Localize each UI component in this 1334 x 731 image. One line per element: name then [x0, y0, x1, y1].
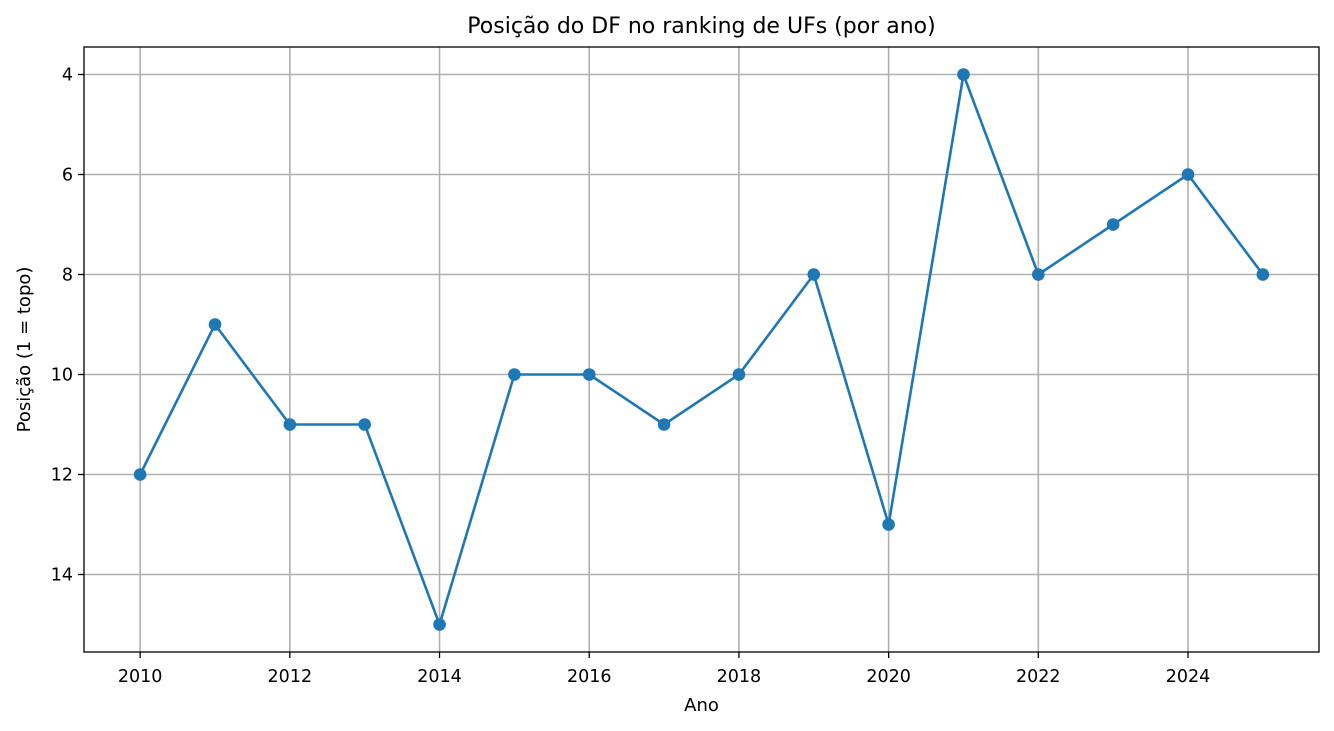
- data-point: [1181, 168, 1195, 181]
- series-line: [138, 73, 1265, 626]
- data-point: [358, 418, 371, 431]
- x-tick-label: 2018: [717, 667, 762, 687]
- x-tick-label: 2012: [268, 667, 313, 687]
- data-point: [1106, 218, 1120, 231]
- y-tick-label: 6: [62, 166, 73, 186]
- x-tick-label: 2020: [866, 667, 911, 687]
- y-tick-label: 12: [51, 466, 73, 486]
- x-tick-label: 2016: [567, 667, 612, 687]
- data-point: [807, 268, 821, 281]
- y-tick-label: 4: [62, 66, 73, 86]
- chart-title: Posição do DF no ranking de UFs (por ano…: [467, 14, 935, 39]
- data-point: [732, 368, 746, 381]
- grid-lines: [84, 47, 1319, 652]
- y-tick-label: 14: [51, 566, 73, 586]
- axis-ticks: 2010 2012 2014 2016 2018 2020 2022 2024 4 6 8 10 12 1…: [51, 66, 1211, 688]
- x-tick-label: 2024: [1166, 667, 1211, 687]
- data-point: [508, 368, 521, 381]
- y-tick-label: 10: [51, 366, 73, 386]
- y-tick-label: 8: [62, 266, 73, 286]
- x-tick-label: 2014: [417, 667, 462, 687]
- data-point: [1256, 268, 1270, 281]
- data-point: [208, 318, 222, 331]
- y-axis-label: Posição (1 = topo): [14, 267, 35, 433]
- x-tick-label: 2022: [1016, 667, 1061, 687]
- data-point: [957, 68, 970, 81]
- x-axis-label: Ano: [684, 695, 719, 716]
- data-point: [133, 468, 147, 481]
- x-tick-label: 2010: [118, 667, 163, 687]
- data-point: [657, 418, 671, 431]
- data-point: [582, 368, 596, 381]
- data-point: [283, 418, 297, 431]
- data-point: [433, 618, 446, 631]
- data-point: [1032, 268, 1045, 281]
- plot-frame: [83, 46, 1320, 653]
- data-point: [882, 518, 895, 531]
- series-layer: [133, 68, 1270, 631]
